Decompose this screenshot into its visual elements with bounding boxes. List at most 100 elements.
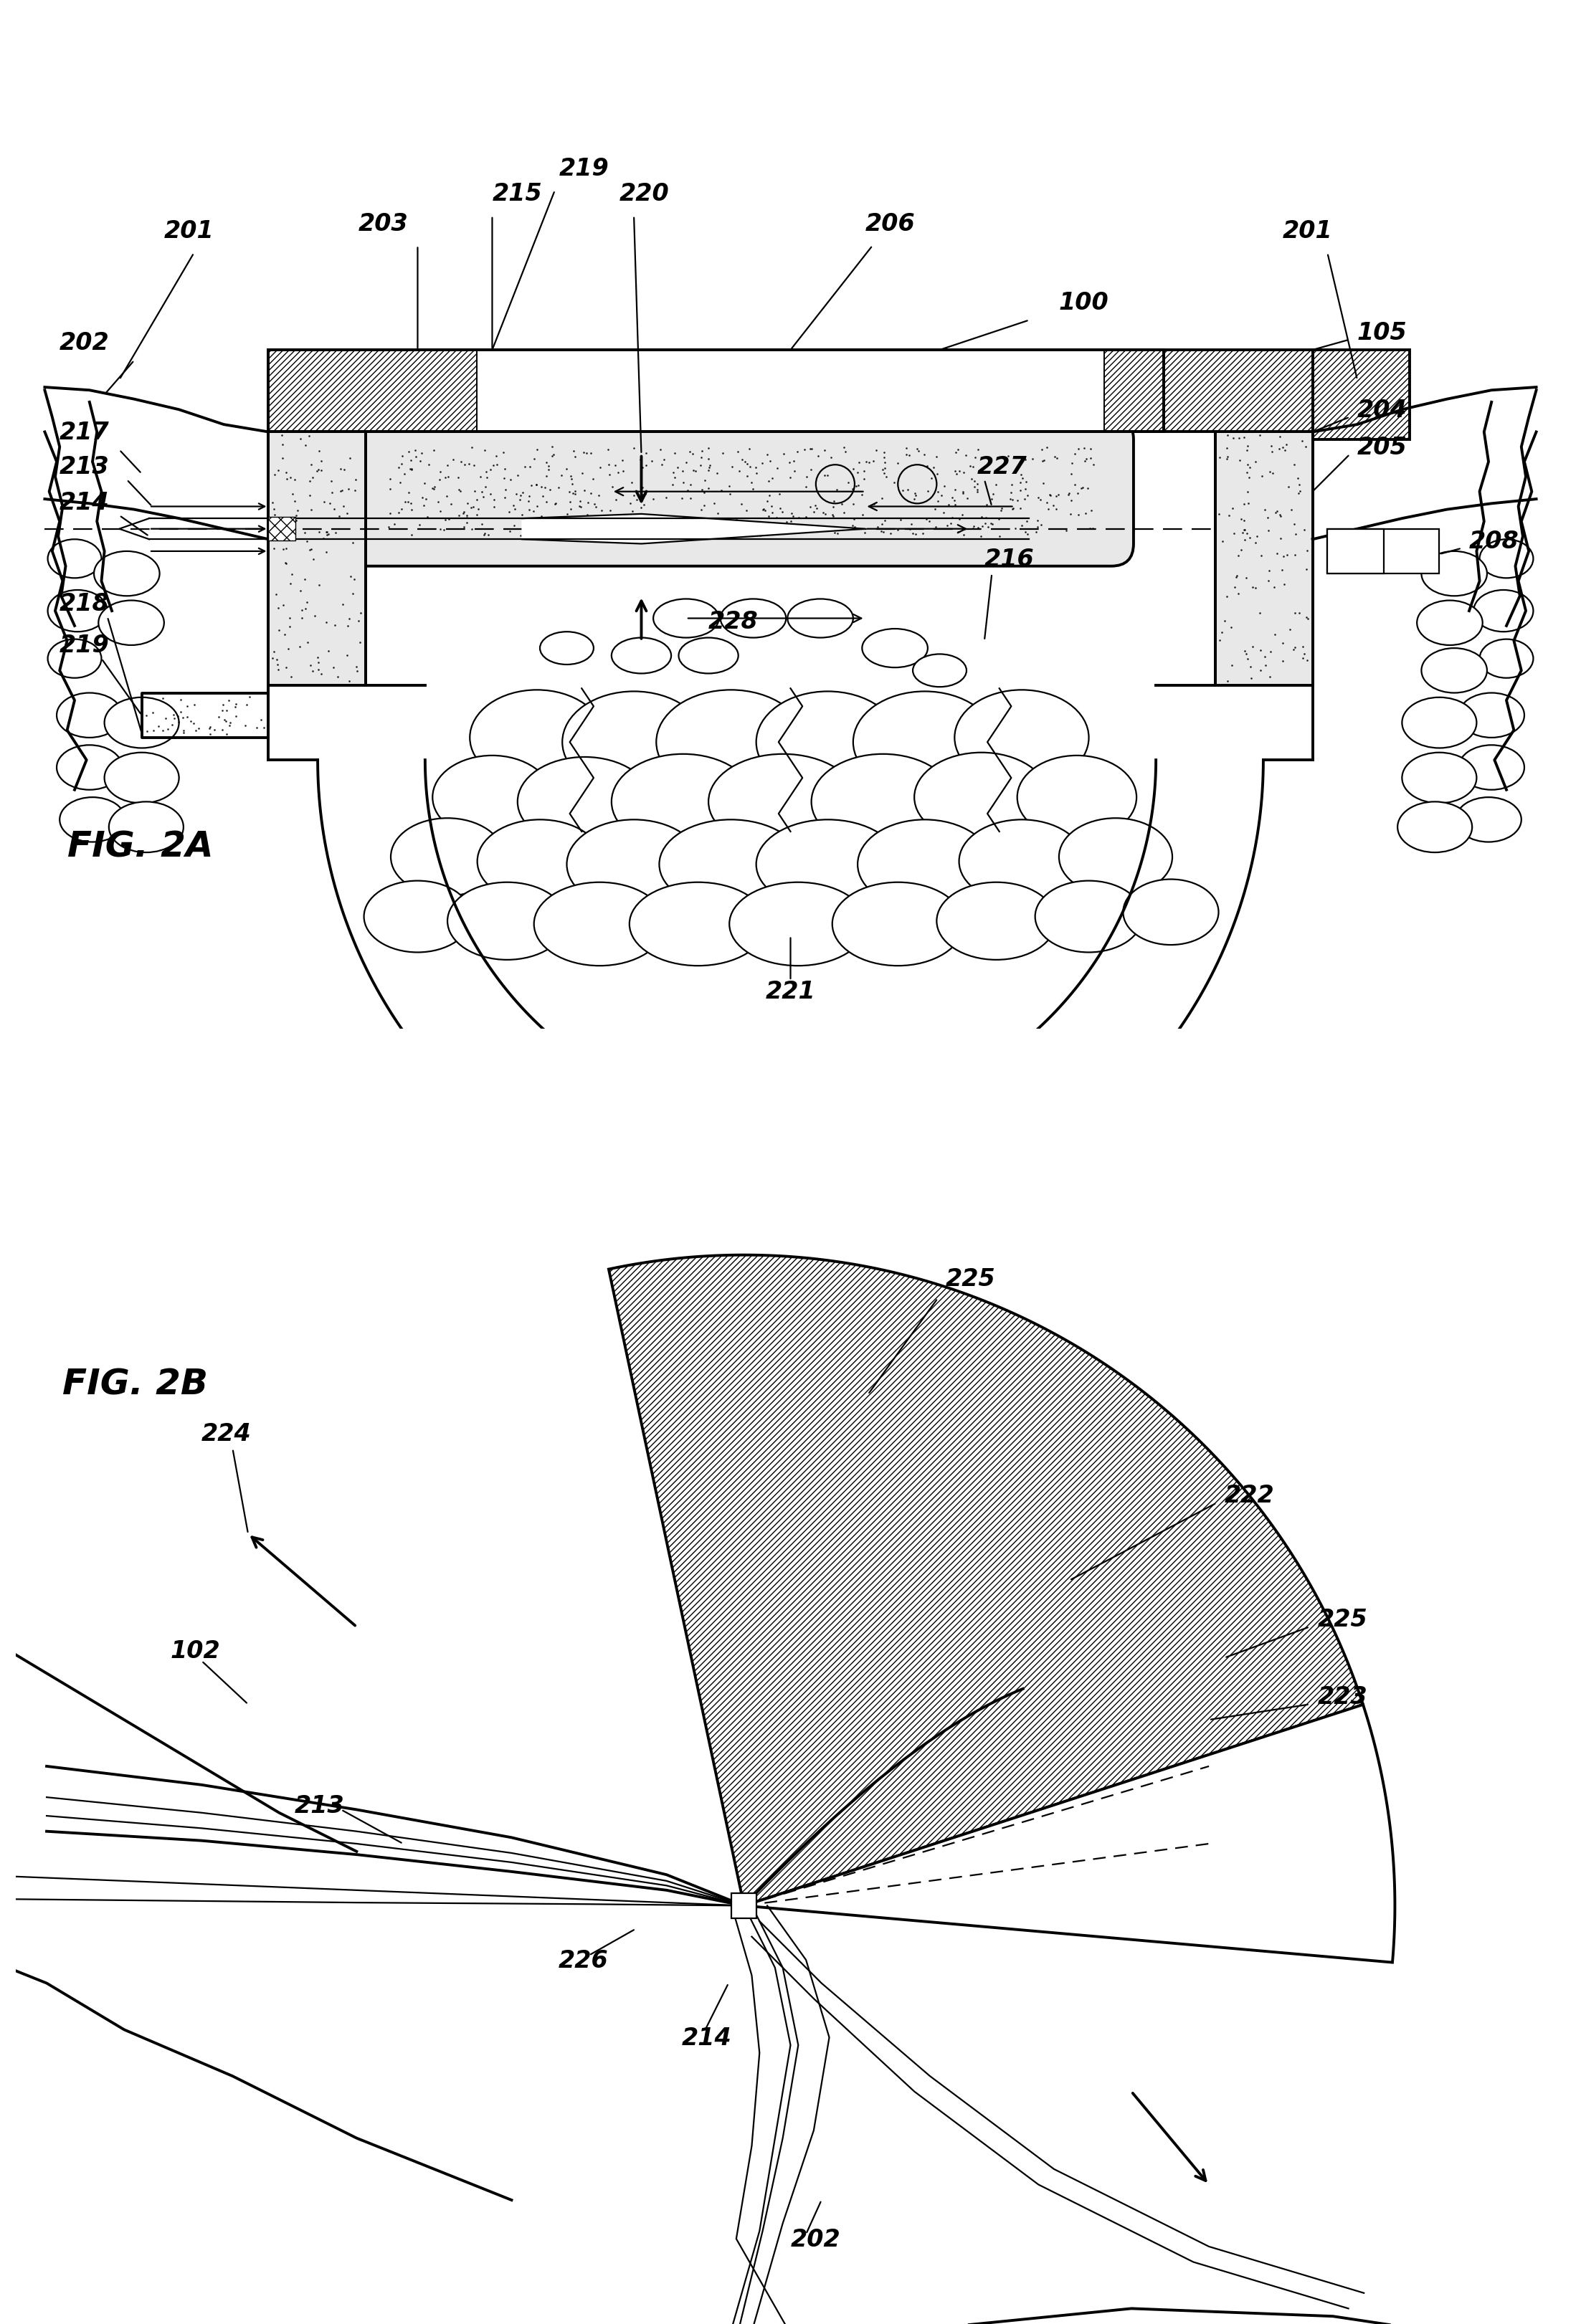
Ellipse shape <box>391 818 504 895</box>
Text: 205: 205 <box>1356 435 1407 460</box>
Text: 202: 202 <box>790 2229 841 2252</box>
Ellipse shape <box>109 802 183 853</box>
Text: 208: 208 <box>1469 530 1519 553</box>
Bar <box>269 516 296 541</box>
Ellipse shape <box>857 820 991 909</box>
Bar <box>269 432 365 686</box>
Ellipse shape <box>433 755 552 839</box>
Ellipse shape <box>1059 818 1173 895</box>
Ellipse shape <box>960 820 1085 904</box>
Ellipse shape <box>729 883 866 967</box>
Text: 220: 220 <box>620 181 669 207</box>
Ellipse shape <box>1398 802 1472 853</box>
Ellipse shape <box>955 690 1089 786</box>
Ellipse shape <box>47 639 101 679</box>
FancyBboxPatch shape <box>343 416 1134 567</box>
Text: FIG. 2B: FIG. 2B <box>62 1367 207 1401</box>
Text: 202: 202 <box>60 332 109 356</box>
Text: 223: 223 <box>1317 1685 1368 1708</box>
Polygon shape <box>609 1255 1363 1906</box>
Ellipse shape <box>914 753 1048 841</box>
Ellipse shape <box>57 693 122 737</box>
Ellipse shape <box>756 820 900 909</box>
Text: 222: 222 <box>1224 1485 1274 1508</box>
Text: 219: 219 <box>60 634 109 658</box>
Ellipse shape <box>534 883 666 967</box>
Ellipse shape <box>612 753 754 848</box>
Ellipse shape <box>1456 797 1521 841</box>
Bar <box>269 351 477 432</box>
Ellipse shape <box>447 883 566 960</box>
Text: 221: 221 <box>765 981 816 1004</box>
Ellipse shape <box>104 697 179 748</box>
Text: 213: 213 <box>294 1794 345 1817</box>
Ellipse shape <box>104 753 179 804</box>
Ellipse shape <box>1402 753 1477 804</box>
Text: 105: 105 <box>1356 321 1407 344</box>
Bar <box>1328 530 1383 574</box>
Bar <box>732 1894 756 1917</box>
Text: 219: 219 <box>560 156 609 181</box>
Ellipse shape <box>854 690 996 792</box>
Ellipse shape <box>936 883 1056 960</box>
Ellipse shape <box>678 637 738 674</box>
Bar <box>1312 351 1410 439</box>
Ellipse shape <box>517 758 651 846</box>
Ellipse shape <box>1480 639 1534 679</box>
Polygon shape <box>745 1703 1394 1961</box>
Text: 201: 201 <box>1282 218 1333 244</box>
Ellipse shape <box>1402 697 1477 748</box>
Text: 203: 203 <box>357 211 408 235</box>
Text: 224: 224 <box>202 1422 251 1446</box>
Ellipse shape <box>653 600 719 637</box>
Ellipse shape <box>1017 755 1137 839</box>
Text: 214: 214 <box>681 2027 732 2050</box>
Text: 216: 216 <box>985 548 1034 572</box>
Text: 213: 213 <box>60 456 109 479</box>
Bar <box>1328 530 1439 574</box>
Ellipse shape <box>60 797 125 841</box>
Text: 226: 226 <box>558 1950 609 1973</box>
Text: 100: 100 <box>1059 290 1108 314</box>
Ellipse shape <box>629 883 767 967</box>
Ellipse shape <box>811 753 955 848</box>
Text: 217: 217 <box>60 421 109 444</box>
Ellipse shape <box>862 630 928 667</box>
Ellipse shape <box>98 600 164 646</box>
Text: 227: 227 <box>977 456 1028 479</box>
Ellipse shape <box>1421 551 1488 595</box>
Text: 214: 214 <box>60 490 109 514</box>
Ellipse shape <box>1473 590 1534 632</box>
Ellipse shape <box>832 883 963 967</box>
Ellipse shape <box>756 690 900 792</box>
Ellipse shape <box>1459 746 1524 790</box>
Text: FIG. 2A: FIG. 2A <box>66 830 213 865</box>
Bar <box>1104 351 1312 432</box>
Text: 204: 204 <box>1356 397 1407 423</box>
Text: 218: 218 <box>60 593 109 616</box>
Ellipse shape <box>470 690 604 786</box>
Ellipse shape <box>1036 881 1143 953</box>
Text: 201: 201 <box>164 218 213 244</box>
Polygon shape <box>522 514 865 544</box>
Ellipse shape <box>47 590 108 632</box>
Ellipse shape <box>541 632 593 665</box>
Ellipse shape <box>93 551 160 595</box>
Ellipse shape <box>1417 600 1483 646</box>
Ellipse shape <box>912 653 966 688</box>
Ellipse shape <box>612 637 672 674</box>
Bar <box>477 351 1104 432</box>
Ellipse shape <box>659 820 803 909</box>
Ellipse shape <box>787 600 854 637</box>
Ellipse shape <box>566 820 700 909</box>
Text: 225: 225 <box>945 1267 996 1290</box>
Bar <box>1216 432 1312 686</box>
Ellipse shape <box>656 690 805 795</box>
Ellipse shape <box>1459 693 1524 737</box>
Ellipse shape <box>477 820 602 904</box>
Text: 225: 225 <box>1317 1608 1368 1631</box>
Text: 215: 215 <box>492 181 542 207</box>
Ellipse shape <box>47 539 101 579</box>
Ellipse shape <box>708 753 857 848</box>
Bar <box>269 351 1164 432</box>
